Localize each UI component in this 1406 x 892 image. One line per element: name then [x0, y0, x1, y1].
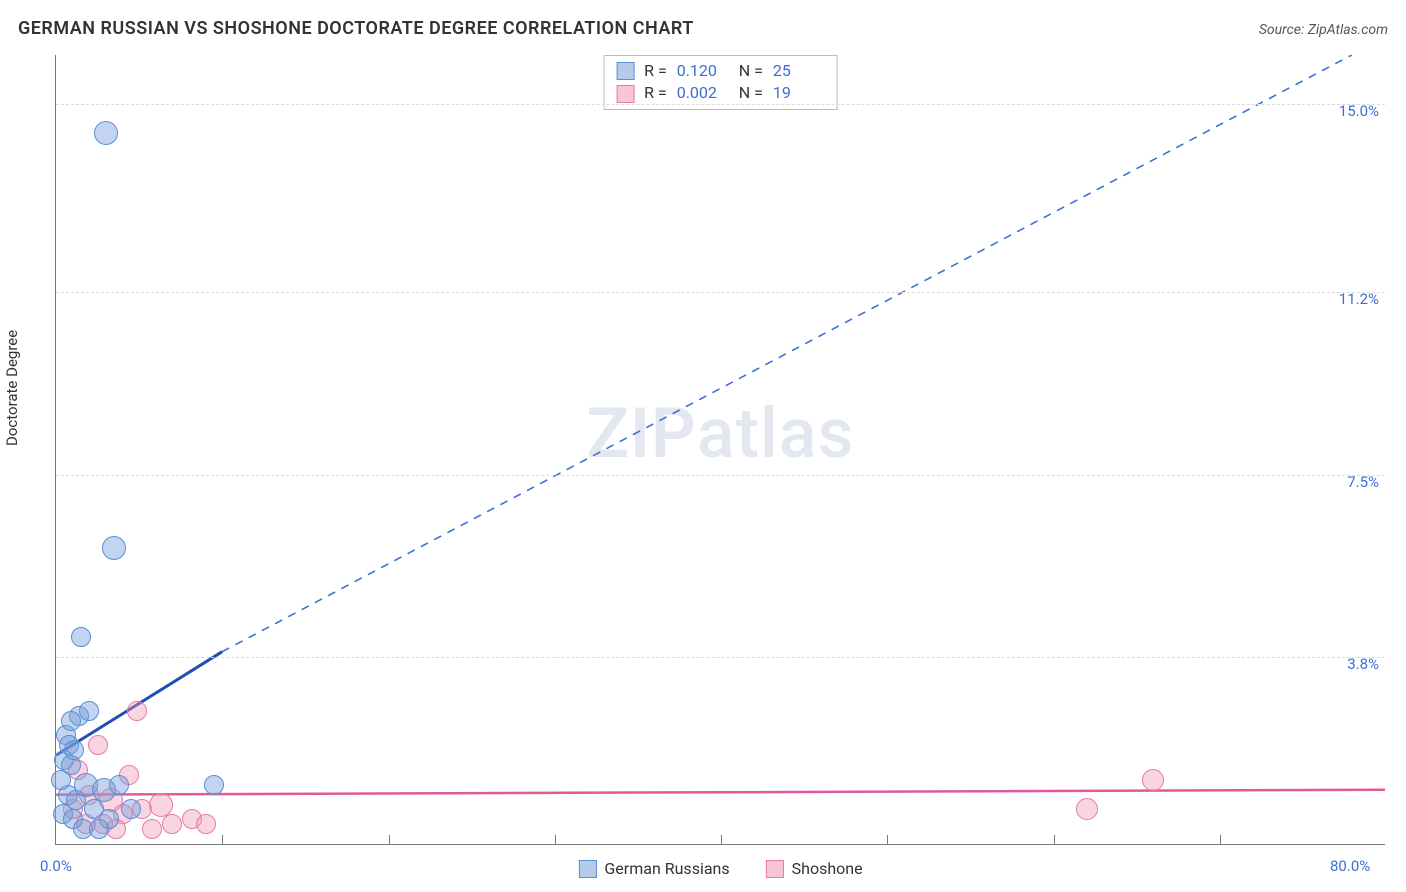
data-point — [94, 121, 118, 145]
data-point — [121, 799, 141, 819]
x-axis-tick — [389, 835, 390, 845]
y-axis-tick-label: 3.8% — [1347, 655, 1379, 673]
data-point — [51, 770, 71, 790]
watermark-bold: ZIP — [586, 393, 696, 475]
gridline — [56, 104, 1385, 105]
stat-n-label: N = — [739, 60, 763, 82]
x-axis-tick — [887, 835, 888, 845]
y-axis-tick-label: 7.5% — [1347, 473, 1379, 491]
y-axis-tick-label: 15.0% — [1339, 102, 1379, 120]
x-axis-tick — [1220, 835, 1221, 845]
stat-r-label: R = — [644, 60, 667, 82]
watermark-light: atlas — [697, 393, 855, 475]
data-point — [61, 711, 81, 731]
trend-line — [222, 55, 1352, 652]
data-point — [162, 814, 182, 834]
y-axis-title: Doctorate Degree — [3, 330, 21, 446]
stat-n-value: 25 — [773, 60, 825, 82]
stat-n-label: N = — [739, 82, 763, 104]
series-legend-label: German Russians — [604, 859, 729, 878]
data-point — [142, 819, 162, 839]
data-point — [79, 701, 99, 721]
data-point — [1142, 769, 1164, 791]
y-axis-tick-label: 11.2% — [1339, 290, 1379, 308]
data-point — [89, 819, 109, 839]
trend-line — [56, 790, 1385, 795]
watermark: ZIPatlas — [586, 393, 854, 475]
x-axis-origin-label: 0.0% — [40, 857, 72, 875]
chart-title: GERMAN RUSSIAN VS SHOSHONE DOCTORATE DEG… — [18, 18, 694, 39]
legend-swatch-icon — [616, 85, 634, 103]
data-point — [149, 793, 173, 817]
source-name: ZipAtlas.com — [1308, 22, 1388, 38]
stat-r-value: 0.002 — [677, 82, 729, 104]
x-axis-tick — [555, 835, 556, 845]
gridline — [56, 292, 1385, 293]
series-legend-item: German Russians — [578, 859, 729, 878]
x-axis-tick — [721, 835, 722, 845]
series-legend-label: Shoshone — [792, 859, 863, 878]
stat-n-value: 19 — [773, 82, 825, 104]
legend-swatch-icon — [616, 62, 634, 80]
legend-swatch-icon — [578, 860, 596, 878]
data-point — [71, 627, 91, 647]
x-axis-max-label: 80.0% — [1330, 857, 1370, 875]
data-point — [1076, 798, 1098, 820]
stat-r-value: 0.120 — [677, 60, 729, 82]
data-point — [127, 701, 147, 721]
scatter-plot: ZIPatlas R =0.120N =25R =0.002N =19 Germ… — [55, 55, 1385, 845]
x-axis-tick — [222, 835, 223, 845]
stat-legend-row: R = 0.002 N = 19 — [616, 82, 825, 104]
trend-lines — [56, 55, 1385, 844]
series-legend-item: Shoshone — [766, 859, 863, 878]
data-point — [204, 775, 224, 795]
source-attribution: Source: ZipAtlas.com — [1259, 22, 1388, 38]
gridline — [56, 657, 1385, 658]
x-axis-tick — [1054, 835, 1055, 845]
gridline — [56, 475, 1385, 476]
legend-swatch-icon — [766, 860, 784, 878]
source-prefix: Source: — [1259, 22, 1308, 38]
data-point — [196, 814, 216, 834]
data-point — [64, 740, 84, 760]
stat-legend: R = 0.120 N = 25 R = 0.002 N = 19 — [603, 55, 838, 110]
data-point — [102, 536, 126, 560]
data-point — [109, 775, 129, 795]
series-legend: German Russians Shoshone — [578, 859, 862, 878]
stat-r-label: R = — [644, 82, 667, 104]
data-point — [88, 735, 108, 755]
stat-legend-row: R = 0.120 N = 25 — [616, 60, 825, 82]
